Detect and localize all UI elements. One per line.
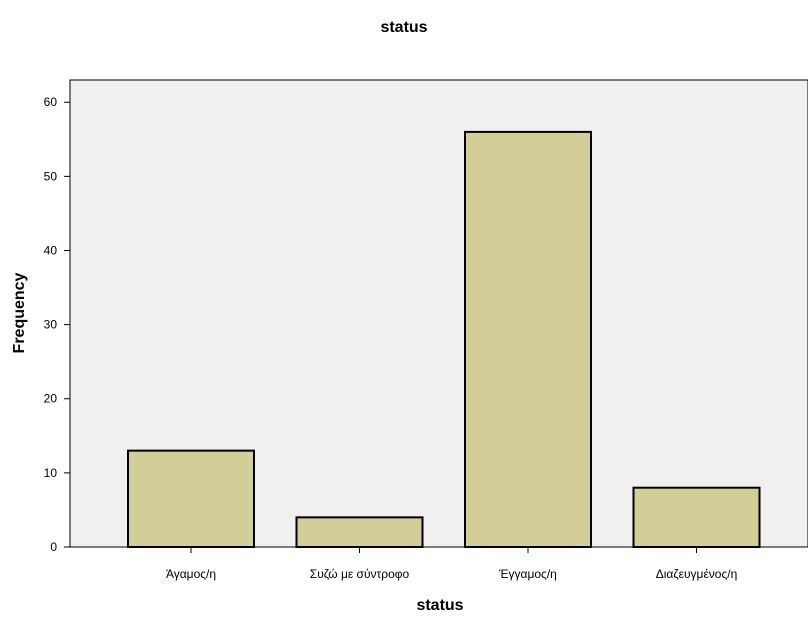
bar-1: [295, 516, 424, 548]
y-axis-title: Frequency: [11, 272, 28, 353]
bar-3: [632, 486, 761, 549]
y-tick-label-4: 40: [44, 243, 58, 257]
x-axis: Άγαμος/η Συζώ με σύντροφο Έγγαμος/η Διαζευγ…: [166, 547, 737, 581]
x-tick-label-1: Συζώ με σύντροφο: [310, 567, 410, 581]
y-axis: 0 10 20 30 40 50 60: [44, 95, 70, 554]
y-tick-label-2: 20: [44, 392, 58, 406]
y-tick-label-3: 30: [44, 318, 58, 332]
y-tick-label-6: 60: [44, 95, 58, 109]
x-axis-title: status: [416, 597, 463, 614]
y-tick-label-5: 50: [44, 169, 58, 183]
x-tick-label-0: Άγαμος/η: [166, 567, 216, 581]
y-tick-label-0: 0: [50, 540, 57, 554]
y-tick-label-1: 10: [44, 466, 58, 480]
bar-0: [127, 449, 255, 548]
bar-2: [464, 130, 592, 548]
x-tick-label-3: Διαζευγμένος/η: [656, 567, 738, 581]
chart-title: status: [380, 19, 427, 36]
x-tick-label-2: Έγγαμος/η: [498, 567, 557, 581]
